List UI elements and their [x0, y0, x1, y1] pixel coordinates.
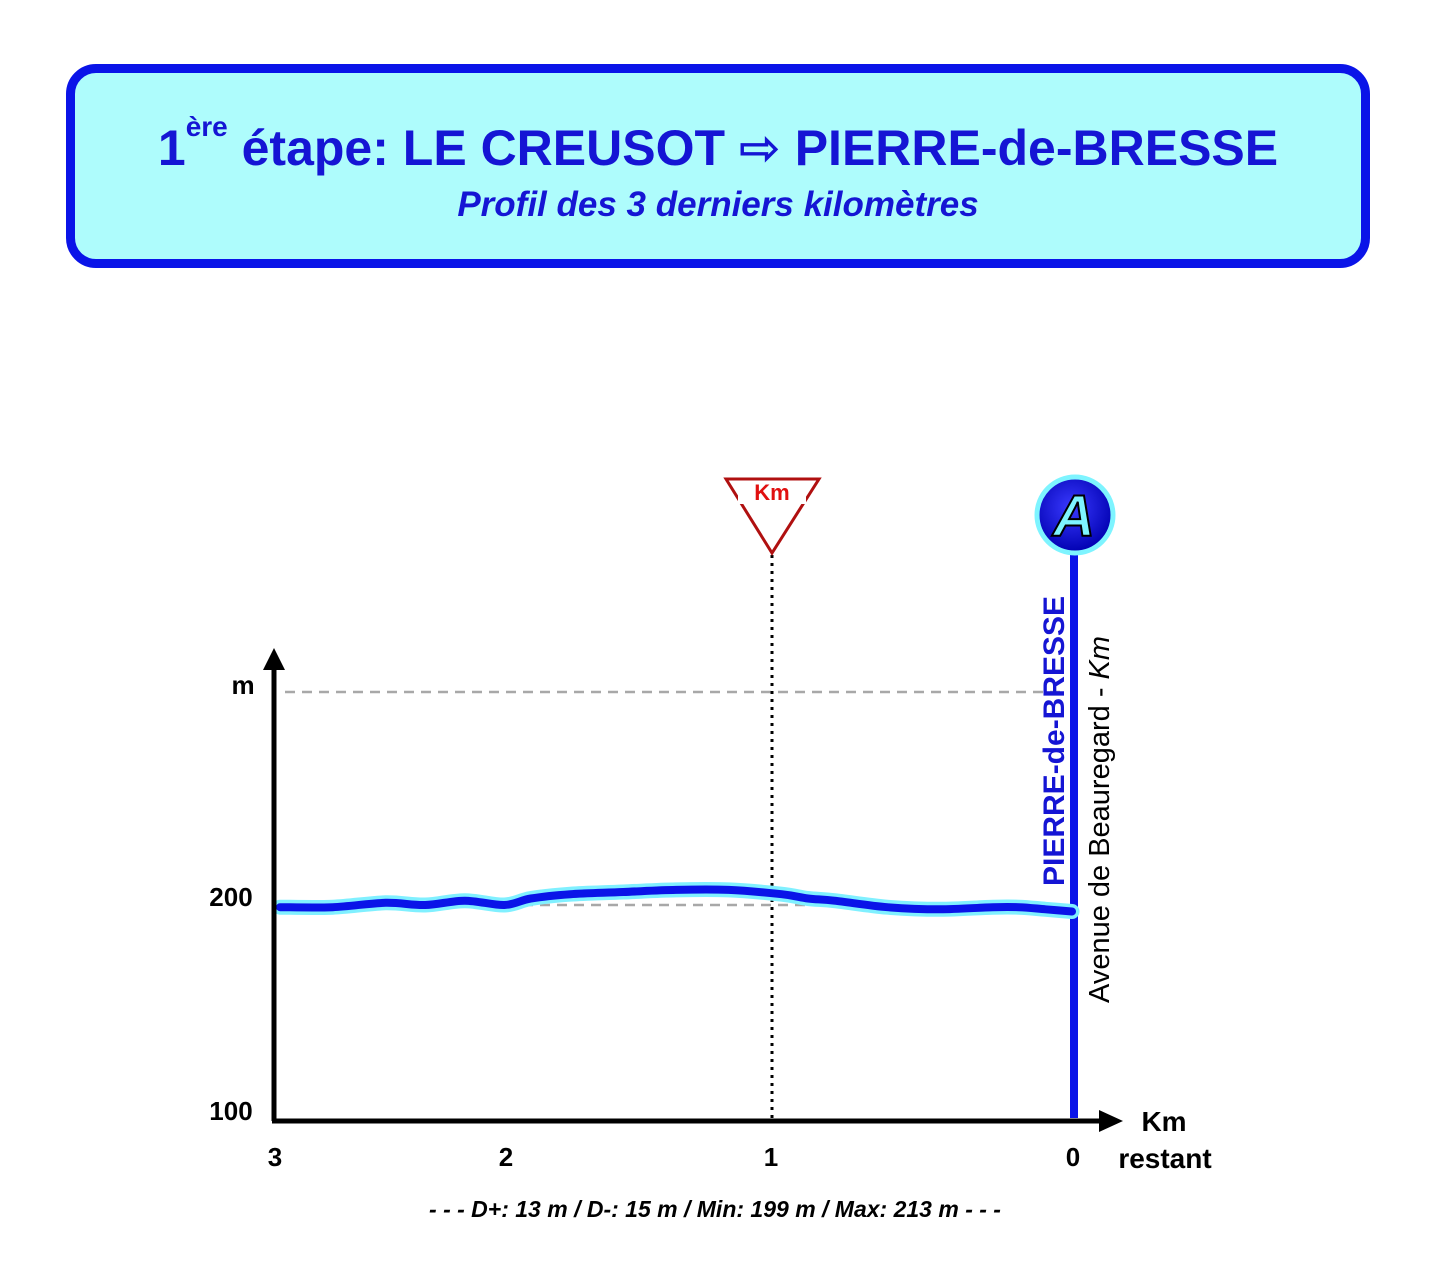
- finish-town: PIERRE-de-BRESSE: [1038, 596, 1071, 886]
- title-box: 1ère étape: LE CREUSOT ⇨ PIERRE-de-BRESS…: [66, 64, 1370, 268]
- profile-stats: - - - D+: 13 m / D-: 15 m / Min: 199 m /…: [429, 1196, 1001, 1222]
- title-number: 1: [157, 120, 186, 176]
- stage-title: 1ère étape: LE CREUSOT ⇨ PIERRE-de-BRESS…: [75, 111, 1361, 177]
- y-axis-label: m: [231, 670, 254, 700]
- x-axis-label-restant: restant: [1118, 1143, 1211, 1174]
- stage-subtitle: Profil des 3 derniers kilomètres: [457, 185, 979, 224]
- km-flag-label: Km: [754, 480, 789, 505]
- y-tick-100: 100: [209, 1096, 252, 1126]
- finish-label: A: [1051, 484, 1095, 549]
- profile-line: [276, 885, 1076, 916]
- finish-street: Avenue de Beauregard - Km: [1084, 636, 1116, 1003]
- x-axis-label-km: Km: [1141, 1106, 1186, 1137]
- x-tick-3: 3: [268, 1142, 282, 1172]
- title-superscript: ère: [185, 111, 228, 142]
- x-tick-1: 1: [764, 1142, 778, 1172]
- finish-icon: [1034, 474, 1116, 556]
- x-tick-2: 2: [499, 1142, 513, 1172]
- y-axis-arrow: [263, 648, 285, 670]
- km-flag-label-box: [738, 482, 806, 504]
- x-axis-arrow: [1099, 1110, 1123, 1132]
- x-tick-0: 0: [1066, 1142, 1080, 1172]
- y-tick-200: 200: [209, 882, 252, 912]
- title-text: étape: LE CREUSOT ⇨ PIERRE-de-BRESSE: [227, 120, 1279, 176]
